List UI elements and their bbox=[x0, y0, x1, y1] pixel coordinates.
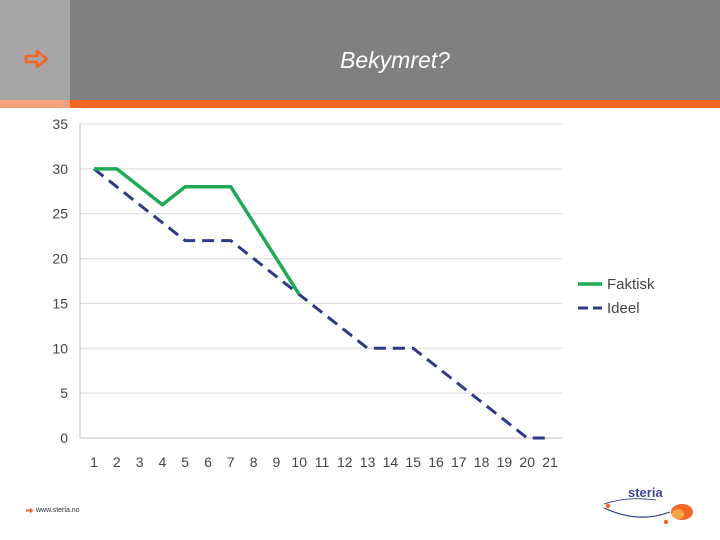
x-tick-label: 16 bbox=[428, 454, 444, 470]
series-line-faktisk bbox=[94, 167, 301, 296]
accent-bar bbox=[0, 100, 720, 108]
legend-label-ideel: Ideel bbox=[607, 300, 640, 317]
x-tick-label: 19 bbox=[497, 454, 513, 470]
right-arrow-icon bbox=[24, 48, 50, 75]
y-tick-label: 35 bbox=[52, 116, 68, 132]
x-tick-label: 13 bbox=[360, 454, 376, 470]
y-tick-label: 15 bbox=[52, 295, 68, 311]
page-title: Bekymret? bbox=[340, 47, 450, 73]
x-tick-label: 11 bbox=[315, 454, 330, 470]
x-tick-label: 8 bbox=[250, 454, 258, 470]
x-tick-label: 14 bbox=[383, 454, 399, 470]
x-tick-label: 20 bbox=[519, 454, 535, 470]
y-tick-label: 25 bbox=[52, 206, 68, 222]
steria-logo: steria bbox=[598, 478, 698, 533]
x-tick-label: 3 bbox=[136, 454, 144, 470]
x-tick-label: 17 bbox=[451, 454, 467, 470]
header-left-panel bbox=[0, 0, 70, 100]
x-tick-label: 5 bbox=[181, 454, 189, 470]
x-tick-label: 4 bbox=[159, 454, 167, 470]
svg-text:steria: steria bbox=[628, 485, 663, 500]
x-tick-label: 2 bbox=[113, 454, 121, 470]
y-tick-label: 20 bbox=[52, 251, 68, 267]
y-tick-label: 0 bbox=[60, 430, 68, 446]
x-tick-label: 15 bbox=[405, 454, 421, 470]
x-tick-label: 21 bbox=[542, 454, 558, 470]
footer-url[interactable]: www.steria.no bbox=[26, 507, 80, 514]
x-tick-label: 9 bbox=[273, 454, 281, 470]
small-arrow-icon bbox=[26, 507, 34, 514]
y-tick-label: 30 bbox=[52, 161, 68, 177]
y-tick-label: 5 bbox=[60, 385, 68, 401]
x-tick-label: 10 bbox=[291, 454, 307, 470]
y-tick-label: 10 bbox=[52, 340, 68, 356]
x-tick-label: 1 bbox=[90, 454, 98, 470]
x-tick-label: 7 bbox=[227, 454, 235, 470]
footer-url-text: www.steria.no bbox=[36, 507, 80, 514]
accent-bar-left bbox=[0, 100, 70, 108]
legend-label-faktisk: Faktisk bbox=[607, 276, 655, 293]
x-tick-label: 12 bbox=[337, 454, 353, 470]
x-tick-label: 6 bbox=[204, 454, 212, 470]
header-bar bbox=[0, 0, 720, 100]
x-tick-label: 18 bbox=[474, 454, 490, 470]
